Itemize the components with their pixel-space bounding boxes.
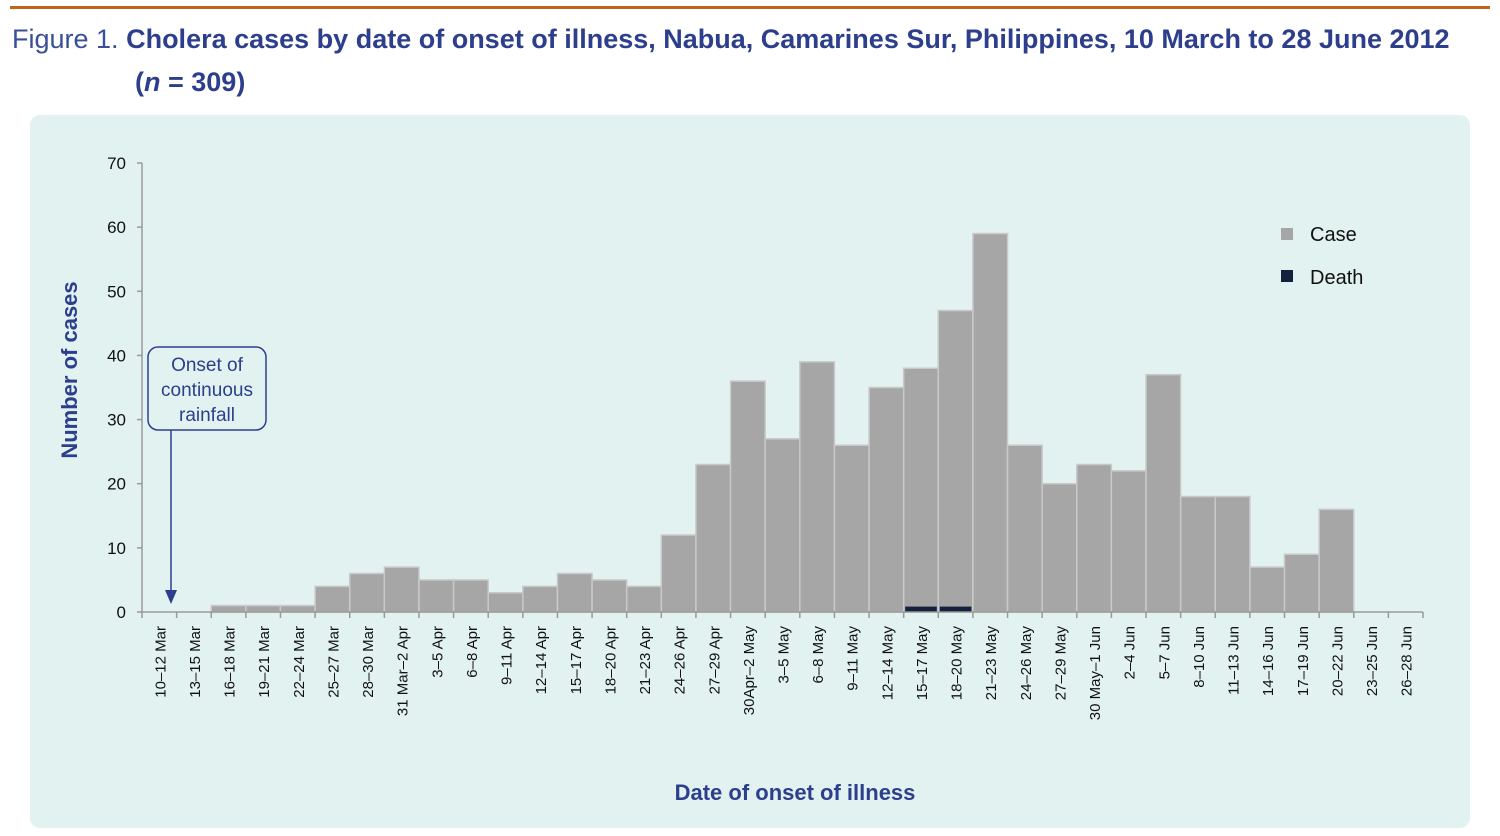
x-tick-label: 2–4 Jun — [1122, 626, 1139, 679]
x-tick-label: 12–14 May — [879, 626, 896, 701]
x-tick-label: 27–29 Apr — [706, 626, 723, 694]
arrow-head-icon — [165, 590, 177, 604]
x-tick-label: 10–12 Mar — [152, 626, 169, 698]
legend: Case Death — [1281, 224, 1363, 289]
x-tick-label: 5–7 Jun — [1156, 626, 1173, 679]
case-bar — [591, 579, 628, 613]
y-tick-label: 70 — [107, 154, 126, 173]
y-tick-label: 20 — [107, 475, 126, 494]
case-bar — [1249, 566, 1286, 613]
x-tick-label: 9–11 Apr — [499, 626, 516, 685]
x-tick-label: 21–23 May — [983, 626, 1000, 701]
x-tick-label: 12–14 Apr — [533, 626, 550, 694]
y-tick-label: 10 — [107, 539, 126, 558]
x-tick-label: 24–26 May — [1018, 626, 1035, 701]
legend-label-case: Case — [1310, 224, 1357, 246]
case-bar — [1145, 373, 1182, 613]
case-bar — [383, 566, 420, 613]
y-tick-label: 50 — [107, 282, 126, 301]
case-bar — [556, 572, 593, 613]
case-bar — [452, 579, 489, 613]
rainfall-annotation: Onset of continuous rainfall — [147, 346, 267, 604]
case-bar — [625, 585, 663, 613]
case-bar — [418, 579, 455, 613]
case-bar — [245, 604, 282, 613]
case-bar — [1179, 495, 1217, 613]
y-tick-label: 40 — [107, 346, 126, 365]
x-tick-label: 23–25 Jun — [1364, 626, 1381, 696]
x-tick-label: 17–19 Jun — [1295, 626, 1312, 696]
x-tick-label: 24–26 Apr — [672, 626, 689, 694]
case-bar — [868, 386, 905, 613]
case-bar — [1076, 463, 1113, 613]
case-bar — [1214, 495, 1251, 613]
x-tick-label: 16–18 Mar — [222, 626, 239, 698]
case-bar — [799, 361, 836, 613]
x-tick-label: 3–5 May — [776, 626, 793, 684]
case-bar — [902, 367, 940, 613]
case-bar — [1283, 553, 1320, 613]
case-bar — [1318, 508, 1355, 613]
x-tick-label: 14–16 Jun — [1260, 626, 1277, 696]
case-bar — [833, 444, 870, 613]
case-bar — [348, 572, 386, 613]
y-tick-label: 0 — [117, 603, 126, 622]
death-bar — [939, 606, 972, 612]
figure-label: Figure 1. — [12, 24, 119, 54]
x-tick-label: 22–24 Mar — [291, 626, 308, 698]
case-bar — [1041, 482, 1078, 613]
x-axis-label: Date of onset of illness — [675, 780, 916, 805]
y-axis-label: Number of cases — [57, 281, 82, 458]
figure-title: Figure 1. Cholera cases by date of onset… — [12, 18, 1497, 104]
x-tick-label: 21–23 Apr — [637, 626, 654, 694]
annotation-line-3: rainfall — [179, 405, 235, 426]
x-tick-label: 18–20 May — [949, 626, 966, 701]
x-tick-label: 6–8 Apr — [464, 626, 481, 678]
case-bar — [695, 463, 732, 613]
x-tick-label: 26–28 Jun — [1399, 626, 1416, 696]
case-bar — [729, 380, 766, 613]
x-tick-label: 27–29 May — [1052, 626, 1069, 701]
x-tick-label: 30Apr–2 May — [741, 626, 758, 716]
x-tick-label: 25–27 Mar — [325, 626, 342, 698]
legend-swatch-death — [1281, 270, 1293, 282]
death-bar — [905, 606, 937, 612]
legend-label-death: Death — [1310, 267, 1363, 289]
case-bar — [972, 232, 1009, 613]
case-bar — [937, 309, 974, 613]
y-tick-label: 30 — [107, 411, 126, 430]
x-tick-label: 18–20 Apr — [602, 626, 619, 694]
legend-swatch-case — [1281, 228, 1293, 240]
x-tick-label: 31 Mar–2 Apr — [395, 626, 412, 716]
case-bar — [660, 534, 697, 613]
x-tick-label: 15–17 May — [914, 626, 931, 701]
annotation-box — [147, 346, 267, 431]
case-bar — [1006, 444, 1043, 613]
figure-n: (n = 309) — [135, 67, 246, 97]
x-tick-label: 19–21 Mar — [256, 626, 273, 698]
x-tick-label: 28–30 Mar — [360, 626, 377, 698]
case-bar — [522, 585, 559, 613]
case-bar — [279, 604, 316, 613]
y-tick-label: 60 — [107, 218, 126, 237]
case-bar — [1110, 470, 1147, 613]
annotation-line-2: continuous — [161, 380, 253, 401]
case-bar — [314, 585, 351, 613]
figure-title-text: Cholera cases by date of onset of illnes… — [126, 24, 1450, 54]
x-tick-label: 8–10 Jun — [1191, 626, 1208, 688]
x-tick-label: 9–11 May — [845, 626, 862, 691]
case-bar — [764, 438, 801, 613]
x-tick-label: 11–13 Jun — [1226, 626, 1243, 695]
case-bar — [210, 604, 247, 613]
annotation-line-1: Onset of — [171, 355, 244, 376]
x-tick-label: 13–15 Mar — [187, 626, 204, 698]
x-tick-label: 6–8 May — [810, 626, 827, 684]
x-tick-label: 30 May–1 Jun — [1087, 626, 1104, 720]
case-bar — [487, 592, 524, 613]
x-tick-label: 3–5 Apr — [429, 626, 446, 678]
x-tick-label: 20–22 Jun — [1329, 626, 1346, 696]
top-rule — [10, 6, 1490, 9]
x-tick-label: 15–17 Apr — [568, 626, 585, 694]
